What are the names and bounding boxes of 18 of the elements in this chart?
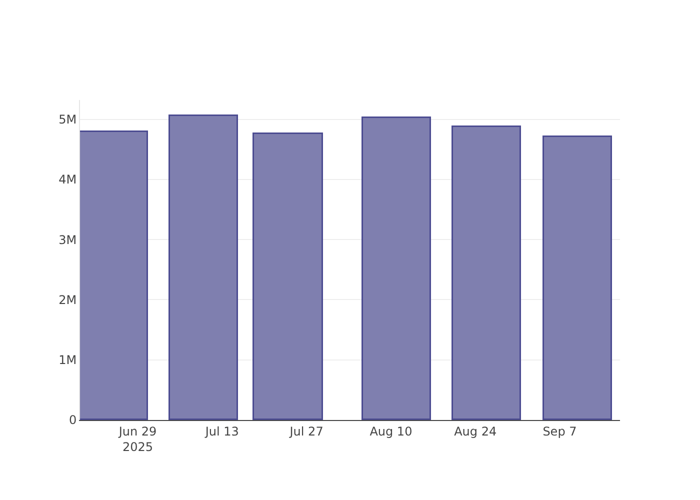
- x-tick-label: Jul 13: [204, 424, 239, 438]
- y-tick-label: 0: [68, 413, 77, 428]
- x-tick-label: Jun 29 2025: [118, 424, 157, 454]
- y-tick-label: 5M: [58, 112, 77, 126]
- y-tick-label: 3M: [58, 232, 77, 247]
- bar: [80, 130, 148, 420]
- x-tick-label: Aug 10: [370, 424, 412, 438]
- bar: [252, 132, 323, 420]
- y-tick-label: 4M: [58, 172, 77, 187]
- bar: [452, 126, 521, 420]
- y-tick-label: 2M: [58, 292, 77, 307]
- bar: [362, 116, 431, 420]
- bar: [542, 136, 612, 420]
- x-tick-label: Aug 24: [454, 424, 497, 438]
- bar: [168, 114, 238, 420]
- y-tick-label: 1M: [58, 353, 77, 368]
- x-tick-label: Sep 7: [542, 424, 577, 438]
- x-tick-label: Jul 27: [288, 424, 324, 438]
